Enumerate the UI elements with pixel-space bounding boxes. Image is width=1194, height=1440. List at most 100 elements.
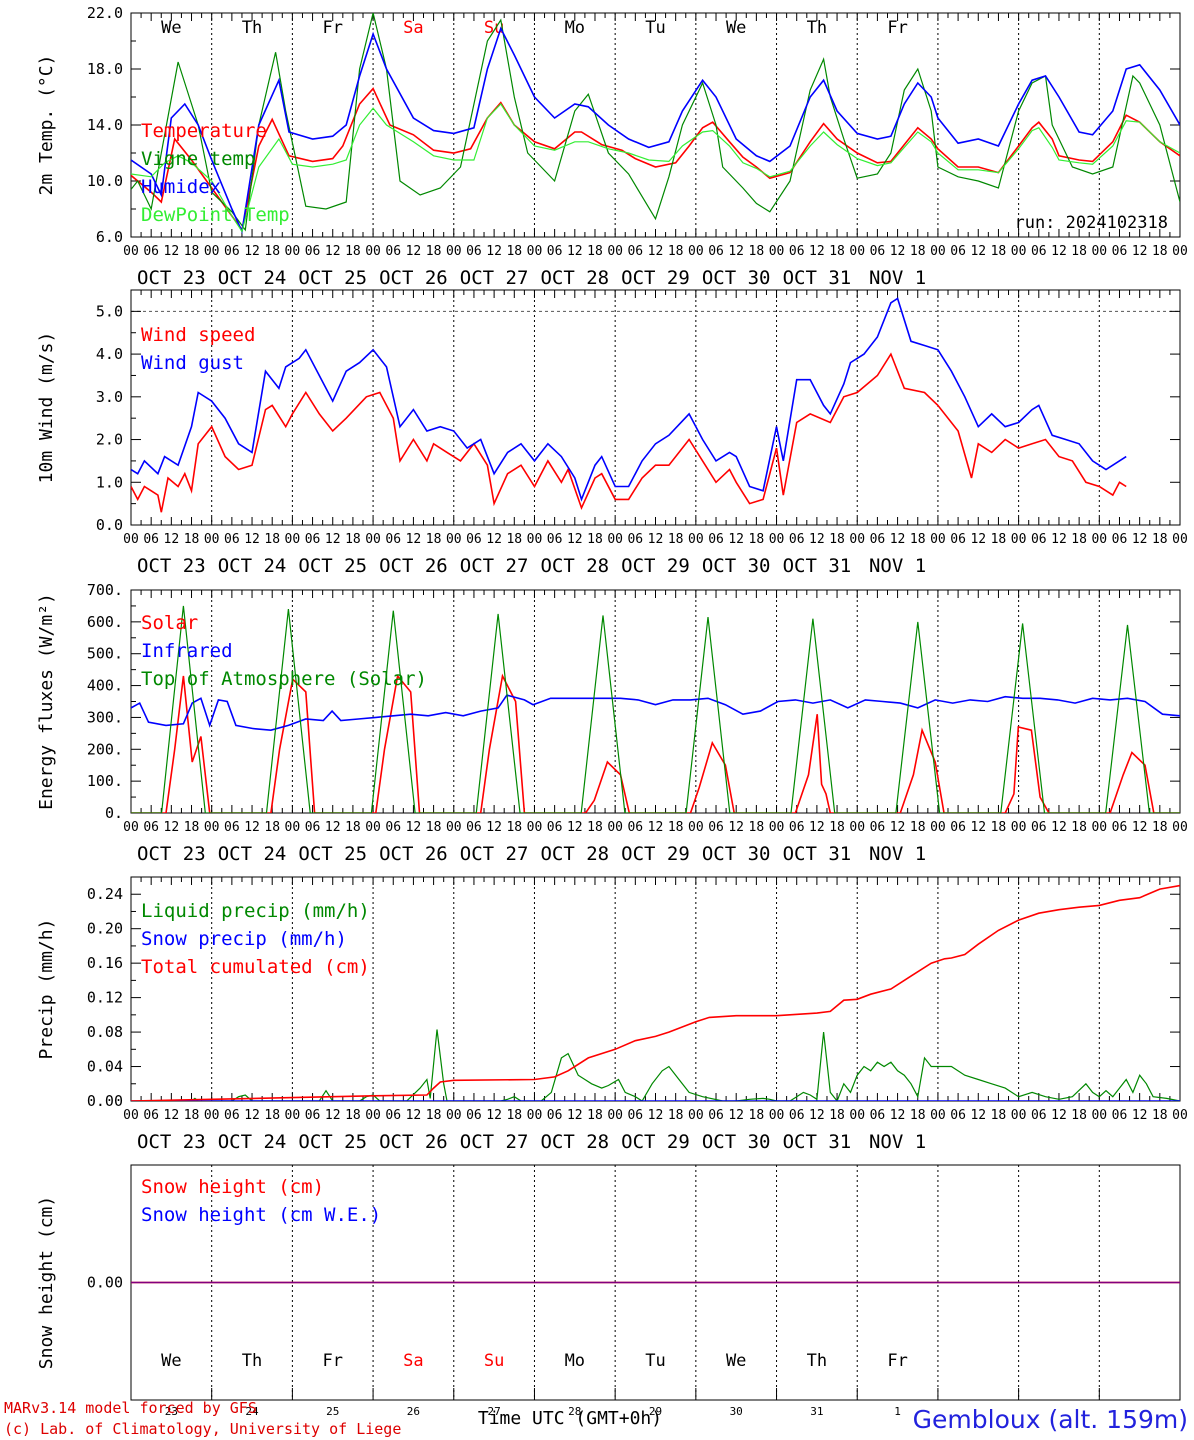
date-label: OCT 25: [298, 1131, 367, 1153]
hour-label: 18: [184, 820, 200, 835]
panel-2: 0.0 1.0 2.0 3.0 4.0 5.0 10m Wind (m/s) 00 06 12 18…: [36, 289, 1188, 577]
hour-label: 18: [910, 244, 926, 259]
hour-label: 12: [486, 244, 502, 259]
hour-label: 12: [325, 244, 341, 259]
hour-label: 00: [849, 532, 865, 547]
hour-label: 12: [1051, 820, 1067, 835]
hour-label: 12: [648, 820, 664, 835]
hour-label: 00: [446, 244, 462, 259]
hour-label: 00: [204, 1108, 220, 1123]
y-tick-label: 0.: [105, 804, 123, 822]
hour-label: 18: [829, 532, 845, 547]
panel-5: 0.00 Snow height (cm) We 23 Th 24 Fr 25 Sa 26 Su 27…: [36, 1164, 1181, 1418]
hour-label: 06: [950, 532, 966, 547]
hour-label: 18: [1152, 820, 1168, 835]
y-tick-label: 10.0: [87, 172, 123, 190]
hour-label: 06: [224, 1108, 240, 1123]
hour-label: 18: [184, 1108, 200, 1123]
hour-label: 12: [1132, 1108, 1148, 1123]
hour-label: 12: [164, 820, 180, 835]
series-line-vigne-temp: [131, 13, 1180, 232]
hour-label: 18: [506, 820, 522, 835]
hour-label: 12: [486, 1108, 502, 1123]
hour-label: 06: [224, 532, 240, 547]
hour-label: 06: [143, 532, 159, 547]
hour-label: 12: [648, 244, 664, 259]
hour-label: 18: [910, 820, 926, 835]
hour-label: 00: [688, 244, 704, 259]
hour-label: 18: [910, 532, 926, 547]
weekday-label: Th: [807, 18, 827, 38]
hour-label: 06: [466, 532, 482, 547]
hour-label: 18: [264, 820, 280, 835]
date-label: OCT 23: [137, 843, 206, 865]
hour-label: 00: [123, 820, 139, 835]
hour-label: 00: [1011, 1108, 1027, 1123]
date-label: OCT 30: [702, 267, 771, 289]
date-label: OCT 31: [783, 267, 852, 289]
hour-label: 00: [688, 1108, 704, 1123]
hour-label: 00: [527, 532, 543, 547]
hour-label: 12: [1132, 820, 1148, 835]
legend-item: Snow height (cm W.E.): [141, 1204, 381, 1226]
y-tick-label: 300.: [87, 708, 123, 726]
y-tick-label: 100.: [87, 772, 123, 790]
date-label: OCT 29: [621, 267, 690, 289]
date-label: OCT 27: [460, 1131, 529, 1153]
legend-item: Humidex: [141, 176, 221, 198]
hour-label: 06: [305, 820, 321, 835]
hour-label: 06: [870, 532, 886, 547]
hour-label: 18: [1071, 244, 1087, 259]
hour-label: 12: [164, 532, 180, 547]
hour-label: 12: [486, 820, 502, 835]
hour-label: 00: [769, 244, 785, 259]
hour-label: 18: [426, 820, 442, 835]
weekday-label: We: [726, 18, 746, 38]
date-label: OCT 27: [460, 843, 529, 865]
hour-label: 00: [849, 1108, 865, 1123]
date-label: OCT 23: [137, 555, 206, 577]
hour-label: 00: [365, 1108, 381, 1123]
y-tick-label: 3.0: [96, 388, 123, 406]
y-tick-label: 0.12: [87, 989, 123, 1007]
date-label: NOV 1: [869, 555, 926, 577]
hour-label: 12: [164, 244, 180, 259]
date-label: OCT 23: [137, 1131, 206, 1153]
legend-item: Total cumulated (cm): [141, 956, 370, 978]
y-axis-title: Energy fluxes (W/m²): [36, 593, 57, 810]
hour-label: 12: [809, 532, 825, 547]
hour-label: 12: [728, 1108, 744, 1123]
weekday-label: Th: [242, 18, 262, 38]
hour-label: 06: [950, 1108, 966, 1123]
day-number-label: 25: [326, 1405, 339, 1418]
day-number-label: 23: [165, 1405, 178, 1418]
hour-label: 18: [991, 532, 1007, 547]
hour-label: 12: [244, 820, 260, 835]
hour-label: 12: [890, 532, 906, 547]
hour-label: 00: [123, 1108, 139, 1123]
date-label: OCT 28: [540, 1131, 609, 1153]
hour-label: 12: [567, 532, 583, 547]
hour-label: 06: [1031, 820, 1047, 835]
hour-label: 12: [325, 1108, 341, 1123]
hour-label: 06: [385, 532, 401, 547]
hour-label: 18: [829, 820, 845, 835]
legend-item: Snow precip (mm/h): [141, 928, 347, 950]
hour-label: 18: [345, 1108, 361, 1123]
legend-item: Liquid precip (mm/h): [141, 900, 370, 922]
hour-label: 06: [224, 244, 240, 259]
hour-label: 00: [607, 1108, 623, 1123]
hour-label: 18: [749, 244, 765, 259]
hour-label: 06: [708, 820, 724, 835]
date-label: OCT 27: [460, 555, 529, 577]
weekday-label: Fr: [322, 18, 342, 38]
hour-label: 18: [1071, 1108, 1087, 1123]
weekday-label: Tu: [645, 18, 665, 38]
hour-label: 12: [1051, 532, 1067, 547]
hour-label: 00: [285, 820, 301, 835]
weekday-label: Tu: [645, 1351, 665, 1371]
legend-item: Vigne temp: [141, 148, 255, 170]
hour-label: 12: [970, 244, 986, 259]
time-axis-title: Time UTC (GMT+0h): [478, 1408, 662, 1429]
y-tick-label: 500.: [87, 645, 123, 663]
